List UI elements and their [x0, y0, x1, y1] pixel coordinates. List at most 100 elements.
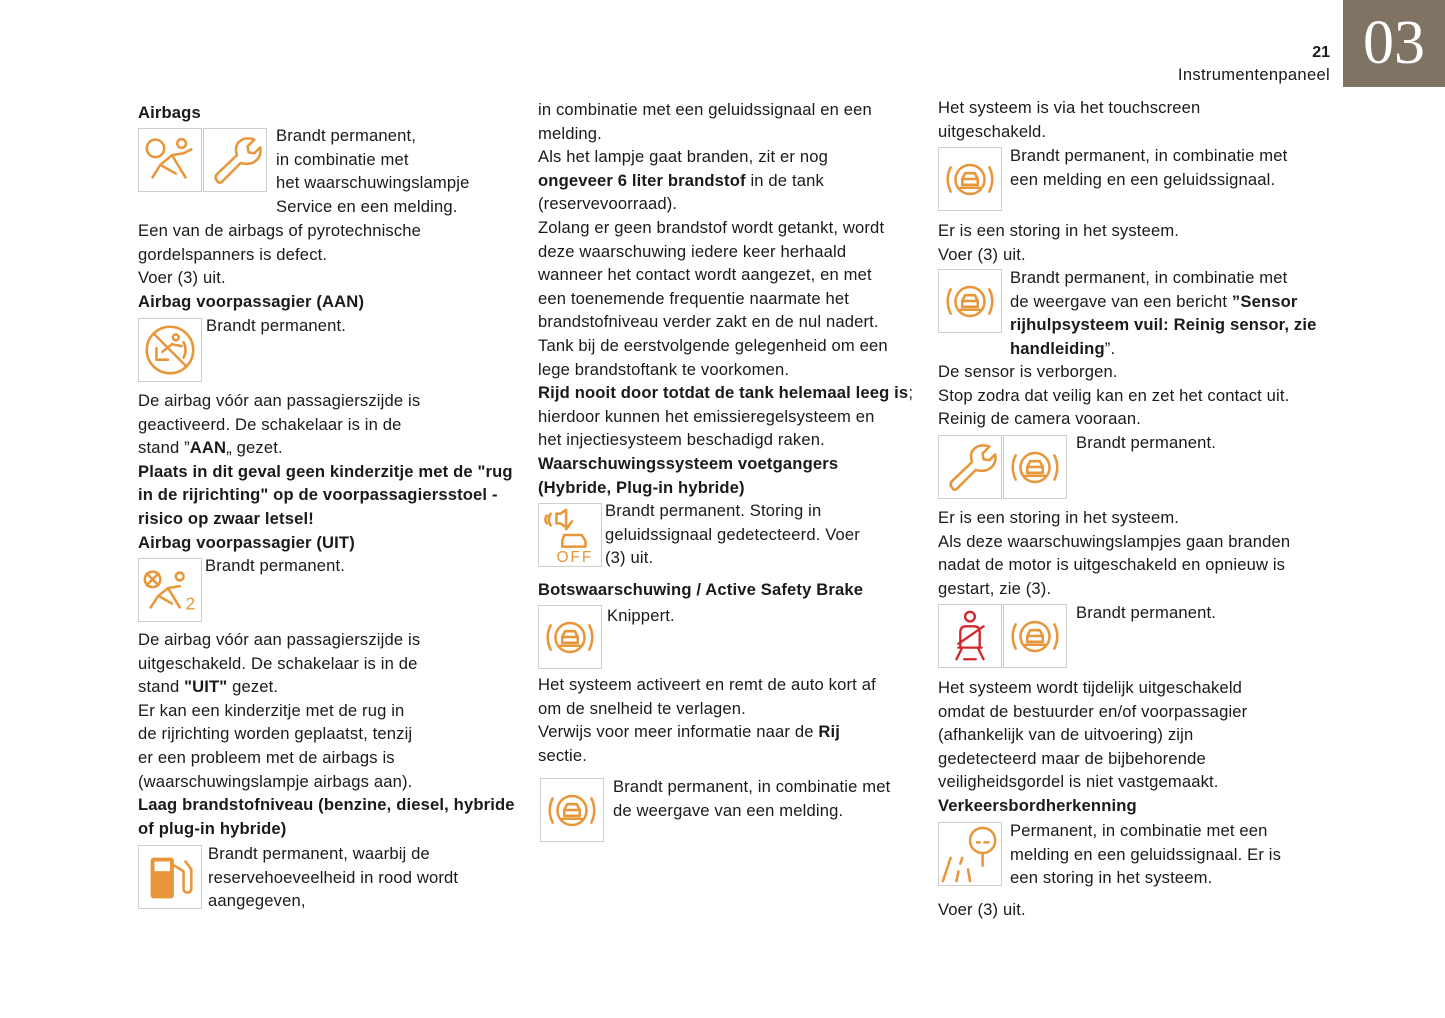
text-line: Tank bij de eerstvolgende gelegenheid om…	[538, 334, 913, 358]
text-span: (waarschuwingslampje airbags aan).	[138, 771, 413, 791]
text-traffic-sign-desc: Permanent, in combinatie met een melding …	[1010, 819, 1281, 890]
bold-text: Verkeersbordherkenning	[938, 795, 1137, 815]
text-span: Reinig de camera vooraan.	[938, 409, 1141, 429]
text-line: rijhulpsysteem vuil: Reinig sensor, zie	[1010, 313, 1316, 337]
text-span: Zolang er geen brandstof wordt getankt, …	[538, 217, 885, 237]
text-line: Airbag voorpassagier (UIT)	[138, 531, 513, 555]
text-line: in combinatie met	[276, 148, 469, 172]
text-span: stand	[138, 677, 185, 697]
text-line: er een probleem met de airbags is	[138, 746, 515, 770]
text-span: Service en een melding.	[276, 196, 458, 216]
text-span: Het systeem wordt tijdelijk uitgeschakel…	[938, 678, 1243, 697]
wrench-service-icon	[938, 435, 1002, 499]
text-wrench-collision-desc: Er is een storing in het systeem. Als dez…	[938, 506, 1290, 600]
text-line: het waarschuwingslampje	[276, 171, 469, 195]
text-span: gedetecteerd maar de bijbehorende	[938, 748, 1206, 768]
text-span: Brandt permanent, in combinatie met	[1010, 268, 1288, 287]
heading-collision-warning: Botswaarschuwing / Active Safety Brake	[538, 578, 863, 602]
pedestrian-off-label: OFF	[556, 549, 593, 566]
bold-text: "UIT"	[184, 677, 228, 697]
text-span: Brandt permanent.	[206, 316, 346, 335]
text-seatbelt-state: Brandt permanent.	[1076, 601, 1216, 625]
text-line: Zolang er geen brandstof wordt getankt, …	[538, 216, 913, 240]
text-line: Airbags	[138, 101, 201, 125]
airbag-warning-icon	[138, 128, 202, 192]
text-span: uitgeschakeld.	[938, 121, 1047, 141]
text-line: Er kan een kinderzitje met de rug in	[138, 699, 515, 723]
text-airbag-off-state: Brandt permanent.	[205, 554, 345, 578]
text-span: Het systeem is via het touchscreen	[938, 98, 1201, 117]
bold-text: Airbag voorpassagier (UIT)	[138, 532, 355, 552]
text-line: Brandt permanent.	[1076, 601, 1216, 625]
text-span: Brandt permanent.	[1076, 433, 1216, 452]
text-span: een storing in het systeem.	[1010, 868, 1213, 888]
text-line: (reservevoorraad).	[538, 192, 913, 216]
text-line: reservehoeveelheid in rood wordt	[208, 866, 458, 890]
text-span: (afhankelijk van de uitvoering) zijn	[938, 725, 1194, 745]
bold-text: Waarschuwingssysteem voetgangers	[538, 453, 839, 473]
text-span: in combinatie met een geluidssignaal en …	[538, 100, 872, 119]
text-span: nadat de motor is uitgeschakeld en opnie…	[938, 555, 1286, 575]
bold-text: Airbag voorpassagier (AAN)	[138, 291, 365, 311]
text-line: (3) uit.	[605, 546, 860, 570]
text-span: Er is een storing in het systeem.	[938, 221, 1180, 240]
text-line: de rijrichting worden geplaatst, tenzij	[138, 722, 515, 746]
collision-warning-icon	[540, 778, 604, 842]
text-span: het injectiesysteem beschadigd raken.	[538, 430, 825, 450]
text-line: (waarschuwingslampje airbags aan).	[138, 770, 515, 794]
text-span: een toenemende frequentie naarmate het	[538, 288, 850, 308]
collision-warning-icon	[1003, 435, 1067, 499]
text-airbag-on-state: Brandt permanent.	[206, 314, 346, 338]
bold-text: of plug-in hybride)	[138, 818, 287, 838]
text-line: Airbag voorpassagier (AAN)	[138, 290, 421, 314]
text-line: aangegeven,	[208, 889, 458, 913]
text-span: melding en een geluidssignaal. Er is	[1010, 844, 1282, 864]
passenger-airbag-off-icon: 2	[138, 558, 202, 622]
text-span: wanneer het contact wordt aangezet, en m…	[538, 265, 872, 285]
text-line: gordelspanners is defect.	[138, 243, 421, 267]
passenger-airbag-on-icon	[138, 318, 202, 382]
text-line: Brandt permanent.	[206, 314, 346, 338]
chapter-number: 03	[1363, 9, 1425, 77]
text-span: Als het lampje gaat branden, zit er nog	[538, 147, 828, 167]
text-span: (3) uit.	[605, 548, 654, 568]
text-fuel-desc: Brandt permanent, waarbij de reservehoeve…	[208, 842, 458, 913]
text-line: veiligheidsgordel is niet vastgemaakt.	[938, 770, 1247, 794]
text-pedestrian-desc: Brandt permanent. Storing in geluidssigna…	[605, 499, 860, 570]
fuel-level-icon	[138, 845, 202, 909]
text-line: Brandt permanent.	[1076, 431, 1216, 455]
text-airbag-off-desc: De airbag vóór aan passagierszijde is uit…	[138, 628, 515, 840]
text-fuel-continued: in combinatie met een geluidssignaal en …	[538, 98, 913, 499]
text-line: handleiding”.	[1010, 337, 1316, 361]
text-line: Brandt permanent, in combinatie met	[1010, 266, 1316, 290]
chapter-tab: 03	[1343, 0, 1445, 87]
text-line: (afhankelijk van de uitvoering) zijn	[938, 723, 1247, 747]
text-span: om de snelheid te verlagen.	[538, 698, 746, 718]
text-line: het injectiesysteem beschadigd raken.	[538, 428, 913, 452]
text-span: Permanent, in combinatie met een	[1010, 821, 1268, 840]
text-span: De airbag vóór aan passagierszijde is	[138, 391, 421, 410]
bold-text: Botswaarschuwing / Active Safety Brake	[538, 580, 864, 599]
text-line: Stop zodra dat veilig kan en zet het con…	[938, 384, 1289, 408]
text-airbag-on-desc: De airbag vóór aan passagierszijde is gea…	[138, 389, 513, 554]
text-line: in de rijrichting" op de voorpassagierss…	[138, 483, 513, 507]
text-line: gedetecteerd maar de bijbehorende	[938, 747, 1247, 771]
bold-text: Plaats in dit geval geen kinderzitje met…	[138, 461, 513, 481]
seatbelt-warning-icon	[938, 604, 1002, 668]
text-line: geactiveerd. De schakelaar is in de	[138, 413, 513, 437]
section-title: Instrumentenpaneel	[1177, 65, 1330, 84]
text-span: ;	[908, 383, 914, 403]
text-line: de weergave van een bericht ”Sensor	[1010, 290, 1316, 314]
text-span: sectie.	[538, 745, 588, 765]
text-span: geluidssignaal gedetecteerd. Voer	[605, 524, 860, 544]
text-span: in combinatie met	[276, 149, 409, 169]
text-line: geluidssignaal gedetecteerd. Voer	[605, 523, 860, 547]
text-span: reservehoeveelheid in rood wordt	[208, 867, 459, 887]
pedestrian-warning-off-icon: OFF	[538, 503, 602, 567]
text-span: Tank bij de eerstvolgende gelegenheid om…	[538, 335, 888, 355]
text-span: gordelspanners is defect.	[138, 244, 328, 264]
text-line: Laag brandstofniveau (benzine, diesel, h…	[138, 793, 515, 817]
text-line: Waarschuwingssysteem voetgangers	[538, 452, 913, 476]
text-line: Permanent, in combinatie met een	[1010, 819, 1281, 843]
text-span: veiligheidsgordel is niet vastgemaakt.	[938, 772, 1219, 792]
